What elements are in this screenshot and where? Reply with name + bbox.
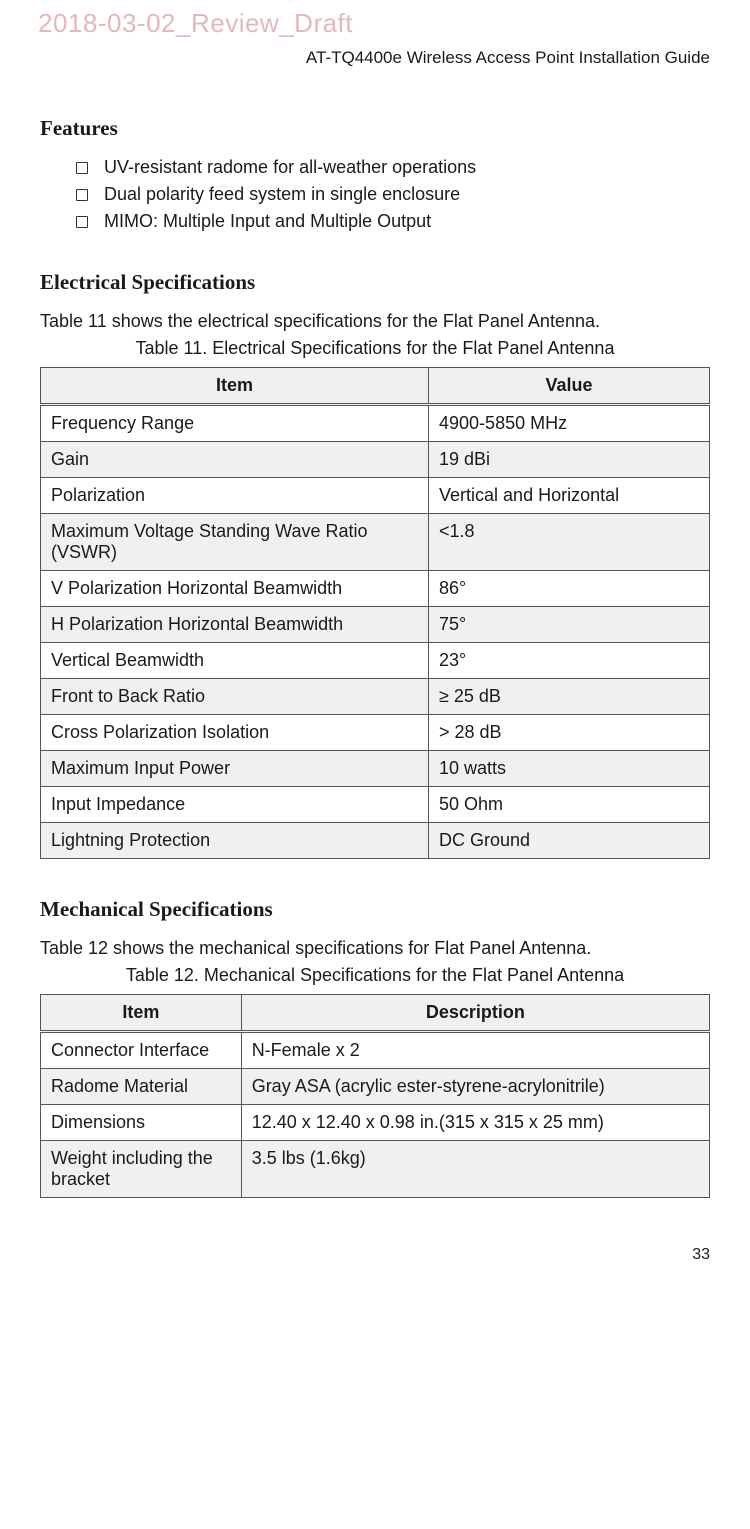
table-cell: V Polarization Horizontal Beamwidth [41, 571, 429, 607]
table-row: Connector InterfaceN-Female x 2 [41, 1032, 710, 1069]
table-cell: <1.8 [429, 514, 710, 571]
table-row: Maximum Voltage Standing Wave Ratio (VSW… [41, 514, 710, 571]
table-cell: 50 Ohm [429, 787, 710, 823]
table-cell: Vertical Beamwidth [41, 643, 429, 679]
table-row: Input Impedance50 Ohm [41, 787, 710, 823]
table-cell: Frequency Range [41, 405, 429, 442]
mechanical-intro: Table 12 shows the mechanical specificat… [40, 938, 710, 959]
table-cell: 12.40 x 12.40 x 0.98 in.(315 x 315 x 25 … [241, 1105, 709, 1141]
table-row: Front to Back Ratio≥ 25 dB [41, 679, 710, 715]
table-row: V Polarization Horizontal Beamwidth86° [41, 571, 710, 607]
table-row: Weight including the bracket3.5 lbs (1.6… [41, 1141, 710, 1198]
table-cell: Radome Material [41, 1069, 242, 1105]
table-cell: Cross Polarization Isolation [41, 715, 429, 751]
table-row: Maximum Input Power10 watts [41, 751, 710, 787]
table-row: H Polarization Horizontal Beamwidth75° [41, 607, 710, 643]
table-cell: Gray ASA (acrylic ester-styrene-acryloni… [241, 1069, 709, 1105]
table-cell: ≥ 25 dB [429, 679, 710, 715]
table-cell: Front to Back Ratio [41, 679, 429, 715]
table-cell: DC Ground [429, 823, 710, 859]
table-cell: Lightning Protection [41, 823, 429, 859]
features-heading: Features [40, 116, 710, 141]
table-row: PolarizationVertical and Horizontal [41, 478, 710, 514]
table-row: Cross Polarization Isolation> 28 dB [41, 715, 710, 751]
table-cell: 4900-5850 MHz [429, 405, 710, 442]
electrical-caption: Table 11. Electrical Specifications for … [40, 338, 710, 359]
table-cell: 23° [429, 643, 710, 679]
table-cell: Maximum Voltage Standing Wave Ratio (VSW… [41, 514, 429, 571]
table-header: Item [41, 995, 242, 1032]
table-row: Dimensions12.40 x 12.40 x 0.98 in.(315 x… [41, 1105, 710, 1141]
mechanical-heading: Mechanical Specifications [40, 897, 710, 922]
list-item: Dual polarity feed system in single encl… [76, 184, 710, 205]
table-header: Value [429, 368, 710, 405]
table-cell: 19 dBi [429, 442, 710, 478]
table-cell: > 28 dB [429, 715, 710, 751]
table-cell: 10 watts [429, 751, 710, 787]
table-cell: Maximum Input Power [41, 751, 429, 787]
mechanical-caption: Table 12. Mechanical Specifications for … [40, 965, 710, 986]
table-header: Item [41, 368, 429, 405]
electrical-heading: Electrical Specifications [40, 270, 710, 295]
mechanical-table: Item Description Connector InterfaceN-Fe… [40, 994, 710, 1198]
table-cell: Weight including the bracket [41, 1141, 242, 1198]
list-item: UV-resistant radome for all-weather oper… [76, 157, 710, 178]
features-list: UV-resistant radome for all-weather oper… [40, 157, 710, 232]
table-cell: 75° [429, 607, 710, 643]
table-row: Radome MaterialGray ASA (acrylic ester-s… [41, 1069, 710, 1105]
table-row: Lightning ProtectionDC Ground [41, 823, 710, 859]
table-cell: Gain [41, 442, 429, 478]
table-row: Frequency Range4900-5850 MHz [41, 405, 710, 442]
page-number: 33 [0, 1198, 750, 1282]
table-cell: 3.5 lbs (1.6kg) [241, 1141, 709, 1198]
table-cell: Polarization [41, 478, 429, 514]
table-cell: Vertical and Horizontal [429, 478, 710, 514]
electrical-intro: Table 11 shows the electrical specificat… [40, 311, 710, 332]
watermark-text: 2018-03-02_Review_Draft [38, 8, 353, 39]
table-cell: Dimensions [41, 1105, 242, 1141]
list-item: MIMO: Multiple Input and Multiple Output [76, 211, 710, 232]
table-cell: 86° [429, 571, 710, 607]
table-row: Gain19 dBi [41, 442, 710, 478]
table-header: Description [241, 995, 709, 1032]
electrical-table: Item Value Frequency Range4900-5850 MHzG… [40, 367, 710, 859]
table-row: Vertical Beamwidth23° [41, 643, 710, 679]
table-cell: N-Female x 2 [241, 1032, 709, 1069]
table-cell: H Polarization Horizontal Beamwidth [41, 607, 429, 643]
table-cell: Input Impedance [41, 787, 429, 823]
table-cell: Connector Interface [41, 1032, 242, 1069]
